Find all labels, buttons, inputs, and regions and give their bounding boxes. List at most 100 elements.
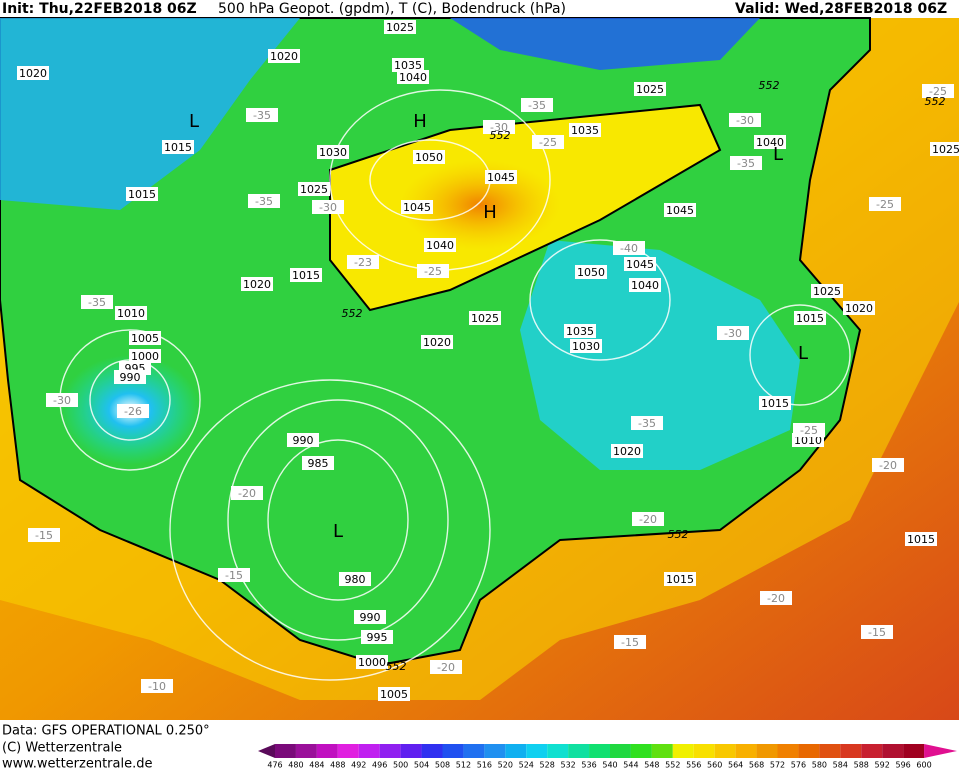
temperature-label-box — [347, 255, 379, 269]
pressure-label: 980 — [345, 573, 366, 586]
pressure-label-box — [397, 70, 429, 84]
map-title: 500 hPa Geopot. (gpdm), T (C), Bodendruc… — [218, 1, 566, 17]
pressure-label: 985 — [308, 457, 329, 470]
pressure-label-box — [17, 66, 49, 80]
temperature-label-box — [312, 200, 344, 214]
temperature-label-box — [28, 528, 60, 542]
colorbar-swatch — [630, 744, 652, 758]
pressure-label-box — [290, 268, 322, 282]
pressure-label-box — [424, 238, 456, 252]
pressure-label: 1020 — [243, 278, 271, 291]
pressure-label: 1050 — [415, 151, 443, 164]
pressure-label-box — [287, 433, 319, 447]
pressure-label: 1035 — [571, 124, 599, 137]
colorbar-label: 520 — [498, 761, 513, 770]
colorbar-swatch — [903, 744, 925, 758]
pressure-label-box — [570, 339, 602, 353]
temperature-label-box — [717, 326, 749, 340]
pressure-label-box — [843, 301, 875, 315]
colorbar-label: 528 — [540, 761, 555, 770]
pressure-label: 1015 — [128, 188, 156, 201]
temperature-label: -20 — [437, 661, 455, 674]
temperature-label-box — [614, 635, 646, 649]
colorbar-swatch — [693, 744, 715, 758]
temperature-label-box — [760, 591, 792, 605]
colorbar-label: 516 — [477, 761, 492, 770]
temperature-label-box — [231, 486, 263, 500]
colorbar-label: 564 — [728, 761, 743, 770]
pressure-label: 1015 — [666, 573, 694, 586]
colorbar-arrow-right — [924, 744, 957, 758]
colorbar-label: 540 — [602, 761, 617, 770]
colorbar-swatch — [735, 744, 757, 758]
colorbar-label: 572 — [770, 761, 785, 770]
temperature-label: -20 — [639, 513, 657, 526]
pressure-label: 1035 — [566, 325, 594, 338]
colorbar-label: 588 — [854, 761, 869, 770]
colorbar-label: 500 — [393, 761, 408, 770]
colorbar-label: 544 — [623, 761, 638, 770]
copyright: (C) Wetterzentrale — [2, 741, 122, 756]
website: www.wetterzentrale.de — [2, 757, 152, 771]
pressure-label: 1025 — [386, 21, 414, 34]
colorbar-swatch — [798, 744, 820, 758]
colorbar-swatch — [651, 744, 673, 758]
pressure-label: 1010 — [794, 434, 822, 447]
geopotential-label: 552 — [668, 528, 689, 541]
temperature-label: -25 — [539, 136, 557, 149]
pressure-label-box — [629, 278, 661, 292]
colorbar-label: 584 — [833, 761, 848, 770]
pressure-label-box — [754, 135, 786, 149]
colorbar-swatch — [610, 744, 631, 758]
pressure-label-box — [611, 444, 643, 458]
temperature-label: -15 — [868, 626, 886, 639]
colorbar-swatch — [442, 744, 464, 758]
temperature-label-box — [632, 512, 664, 526]
temperature-label-box — [117, 404, 149, 418]
colorbar-swatch — [568, 744, 590, 758]
temperature-label: -10 — [148, 680, 166, 693]
colorbar-swatch — [275, 744, 296, 758]
colorbar-swatch — [505, 744, 527, 758]
pressure-label-box — [162, 140, 194, 154]
temperature-label: -20 — [767, 592, 785, 605]
pressure-label-box — [811, 284, 843, 298]
colorbar-label: 536 — [581, 761, 596, 770]
geopotential-label: 552 — [386, 660, 407, 673]
colorbar-swatch — [589, 744, 610, 758]
temperature-label: -25 — [929, 85, 947, 98]
colorbar-label: 576 — [791, 761, 806, 770]
temperature-label: -40 — [620, 242, 638, 255]
temperature-label: -30 — [53, 394, 71, 407]
pressure-label-box — [115, 306, 147, 320]
pressure-label-box — [126, 187, 158, 201]
pressure-center: H — [413, 111, 427, 132]
pressure-center: L — [773, 144, 783, 165]
geopotential-label: 552 — [759, 79, 780, 92]
colorbar-label: 552 — [665, 761, 680, 770]
temperature-label: -30 — [319, 201, 337, 214]
temperature-label: -35 — [253, 109, 271, 122]
colorbar-label: 568 — [749, 761, 764, 770]
pressure-label-box — [664, 572, 696, 586]
colorbar-arrow-left — [258, 744, 275, 758]
pressure-label-box — [378, 687, 410, 701]
pressure-label: 1040 — [631, 279, 659, 292]
pressure-label: 1000 — [131, 350, 159, 363]
temperature-label-box — [729, 113, 761, 127]
valid-time: Valid: Wed,28FEB2018 06Z — [735, 1, 947, 17]
temperature-label: -30 — [736, 114, 754, 127]
pressure-label-box — [361, 630, 393, 644]
pressure-label: 990 — [120, 371, 141, 384]
colorbar-swatch — [777, 744, 799, 758]
colorbar-label: 524 — [519, 761, 534, 770]
colorbar-swatch — [819, 744, 841, 758]
pressure-label: 1025 — [471, 312, 499, 325]
pressure-label: 1045 — [487, 171, 515, 184]
temperature-label: -35 — [255, 195, 273, 208]
temperature-label: -35 — [88, 296, 106, 309]
pressure-label-box — [634, 82, 666, 96]
pressure-label-box — [268, 49, 300, 63]
colorbar-swatch — [484, 744, 506, 758]
